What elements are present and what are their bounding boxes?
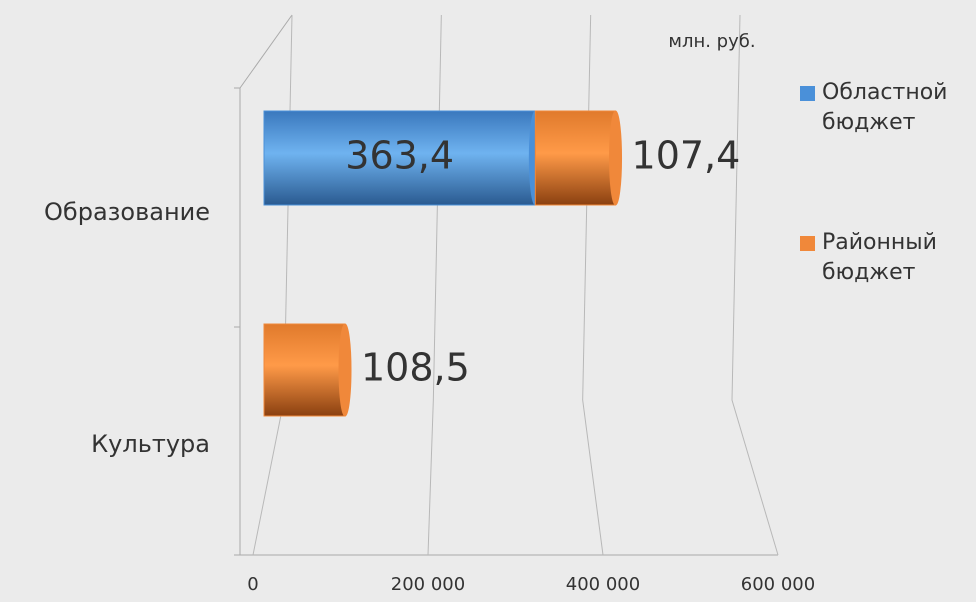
bar — [263, 323, 352, 417]
category-label: Культура — [91, 430, 210, 458]
bar — [534, 110, 623, 206]
legend-swatch — [800, 86, 815, 101]
grid-line — [731, 14, 779, 556]
data-label: 108,5 — [361, 346, 470, 390]
legend-swatch — [800, 236, 815, 251]
bar — [263, 110, 542, 206]
x-tick-label: 200 000 — [391, 574, 465, 595]
x-tick-label: 400 000 — [566, 574, 640, 595]
unit-label: млн. руб. — [668, 31, 755, 52]
legend-label: Районный бюджет — [822, 230, 937, 285]
grid-line — [582, 14, 604, 556]
x-tick-label: 600 000 — [741, 574, 815, 595]
category-label: Образование — [44, 198, 210, 226]
x-tick-label: 0 — [247, 574, 258, 595]
grid-line — [427, 14, 442, 556]
legend-label: Областной бюджет — [822, 80, 948, 135]
grid-line — [252, 14, 293, 556]
data-label: 107,4 — [632, 134, 741, 178]
data-label: 363,4 — [345, 134, 454, 178]
wall-edge — [239, 14, 293, 555]
